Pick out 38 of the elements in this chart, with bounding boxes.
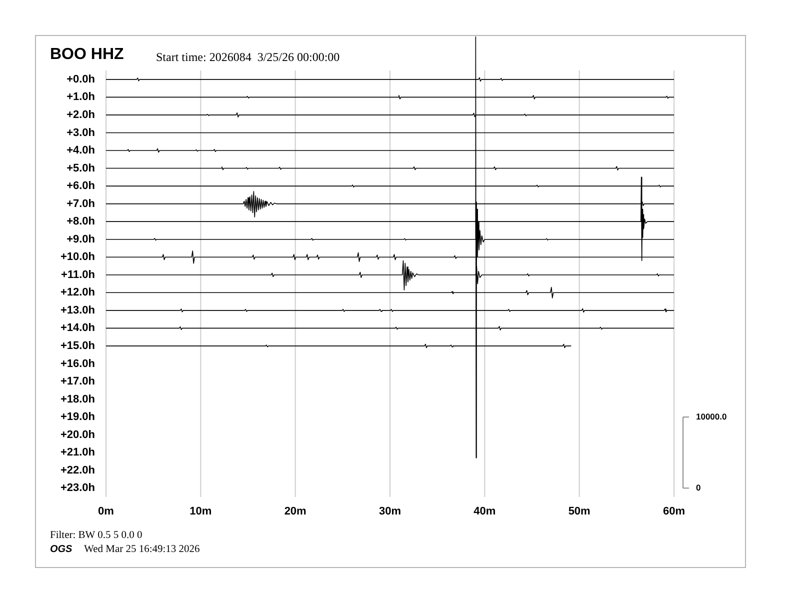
y-tick-label: +10.0h xyxy=(60,251,96,264)
y-tick-label: +19.0h xyxy=(60,411,96,424)
y-tick-label: +9.0h xyxy=(66,233,96,246)
text: Filter: BW 0.5 5 0.0 0 xyxy=(50,530,142,542)
x-tick-label: 40m xyxy=(474,506,496,518)
x-tick-label: 20m xyxy=(284,506,307,518)
y-tick-label: +2.0h xyxy=(66,108,96,121)
x-tick-label: 30m xyxy=(378,506,402,518)
y-tick-label: +23.0h xyxy=(60,482,96,494)
y2-tick-label: 10000.0 xyxy=(696,411,727,422)
y-tick-label: +1.0h xyxy=(66,91,96,104)
y-tick-label: +20.0h xyxy=(60,428,96,441)
y-tick-label: +8.0h xyxy=(66,216,96,228)
y-tick-label: +14.0h xyxy=(60,322,96,334)
y-tick-label: +11.0h xyxy=(61,268,96,281)
y-tick-label: +22.0h xyxy=(60,464,96,476)
text: BOO HHZ xyxy=(50,46,124,63)
y-tick-label: +16.0h xyxy=(60,358,96,370)
y-tick-label: +4.0h xyxy=(66,144,96,157)
y-tick-label: +5.0h xyxy=(66,162,96,174)
text: Wed Mar 25 16:49:13 2026 xyxy=(84,544,200,556)
y-tick-label: +21.0h xyxy=(60,446,96,459)
x-tick-label: 0m xyxy=(98,506,114,518)
y-tick-label: +12.0h xyxy=(60,286,96,299)
text: OGS xyxy=(50,544,72,555)
text: Start time: 2026084 3/25/26 00:00:00 xyxy=(156,50,340,64)
y-tick-label: +17.0h xyxy=(60,376,96,388)
y-tick-label: +0.0h xyxy=(66,73,96,86)
x-tick-label: 50m xyxy=(568,506,591,518)
y-tick-label: +13.0h xyxy=(60,304,96,316)
y-tick-label: +7.0h xyxy=(66,198,96,210)
y2-tick-label: 0 xyxy=(696,482,701,492)
y-tick-label: +18.0h xyxy=(60,393,96,406)
y-tick-label: +15.0h xyxy=(60,340,96,352)
x-tick-label: 60m xyxy=(662,506,686,518)
x-tick-label: 10m xyxy=(190,506,212,518)
y-tick-label: +6.0h xyxy=(66,180,96,192)
y-tick-label: +3.0h xyxy=(66,126,96,139)
